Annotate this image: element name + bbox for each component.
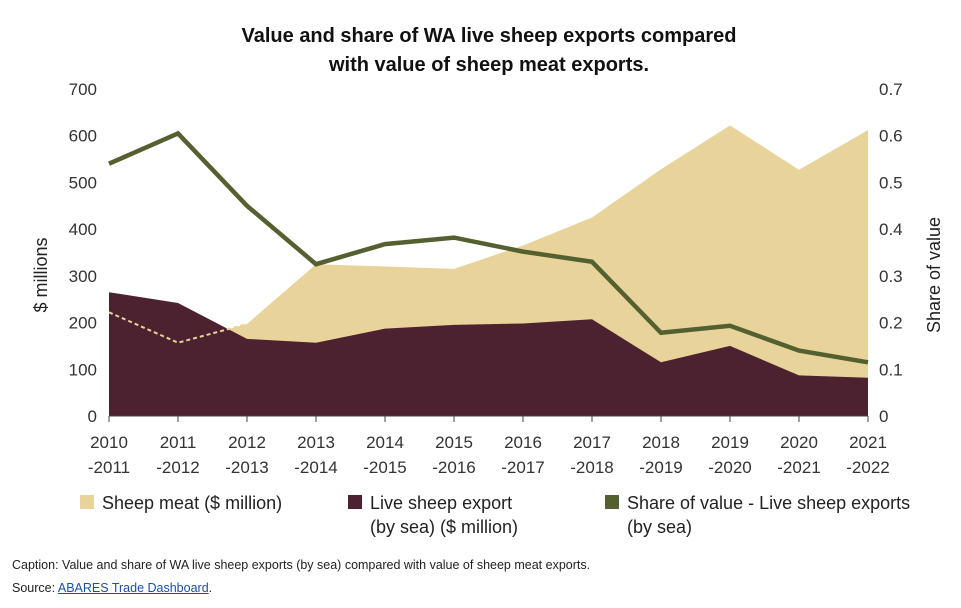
y2-tick-label: 0.3 xyxy=(879,267,903,286)
x-tick-label-sub: -2017 xyxy=(501,458,544,477)
x-tick-label: 2012 xyxy=(228,433,266,452)
legend-live-sheep-export-label: (by sea) ($ million) xyxy=(370,517,518,537)
chart: Value and share of WA live sheep exports… xyxy=(31,25,944,537)
y-axis-title: $ millions xyxy=(31,237,51,312)
x-tick-label-sub: -2015 xyxy=(363,458,406,477)
chart-title-line-1: Value and share of WA live sheep exports… xyxy=(242,25,737,47)
y2-tick-label: 0.7 xyxy=(879,80,903,99)
x-tick-label: 2010 xyxy=(90,433,128,452)
x-tick-label-sub: -2018 xyxy=(570,458,613,477)
y-tick-label: 400 xyxy=(69,220,97,239)
legend-sheep-meat-label: Sheep meat ($ million) xyxy=(102,493,282,513)
legend-sheep-meat-swatch xyxy=(80,495,94,509)
y2-tick-label: 0.1 xyxy=(879,360,903,379)
source-prefix: Source: xyxy=(12,581,58,595)
y-tick-label: 0 xyxy=(88,407,97,426)
legend-share-of-value-label: Share of value - Live sheep exports xyxy=(627,493,910,513)
y2-tick-label: 0.5 xyxy=(879,173,903,192)
x-tick-label: 2014 xyxy=(366,433,404,452)
y2-tick-label: 0 xyxy=(879,407,888,426)
live-sheep-export-area xyxy=(109,292,868,416)
y2-tick-label: 0.4 xyxy=(879,220,903,239)
y-tick-label: 300 xyxy=(69,267,97,286)
x-tick-label: 2017 xyxy=(573,433,611,452)
x-tick-label-sub: -2021 xyxy=(777,458,820,477)
legend-share-of-value-swatch xyxy=(605,495,619,509)
x-tick-label-sub: -2012 xyxy=(156,458,199,477)
x-tick-label: 2020 xyxy=(780,433,818,452)
x-tick-label-sub: -2014 xyxy=(294,458,337,477)
source-link[interactable]: ABARES Trade Dashboard xyxy=(57,581,209,595)
y-tick-label: 100 xyxy=(69,360,97,379)
caption-text: Caption: Value and share of WA live shee… xyxy=(12,558,591,572)
x-tick-label: 2015 xyxy=(435,433,473,452)
y-tick-label: 700 xyxy=(69,80,97,99)
source-suffix: . xyxy=(208,581,213,595)
x-tick-label-sub: -2013 xyxy=(225,458,268,477)
legend-live-sheep-export-label: Live sheep export xyxy=(370,493,512,513)
x-tick-label-sub: -2020 xyxy=(708,458,751,477)
y-tick-label: 500 xyxy=(69,173,97,192)
legend-share-of-value-label: (by sea) xyxy=(627,517,692,537)
y2-tick-label: 0.6 xyxy=(879,127,903,146)
x-tick-label: 2013 xyxy=(297,433,335,452)
x-tick-label: 2019 xyxy=(711,433,749,452)
chart-title-line-2: with value of sheep meat exports. xyxy=(328,54,649,76)
x-tick-label-sub: -2011 xyxy=(88,458,130,477)
y2-tick-label: 0.2 xyxy=(879,314,903,333)
x-tick-label-sub: -2019 xyxy=(639,458,682,477)
y2-axis-title: Share of value xyxy=(924,217,944,333)
x-tick-label: 2021 xyxy=(849,433,887,452)
x-tick-label-sub: -2022 xyxy=(846,458,889,477)
y-tick-label: 600 xyxy=(69,127,97,146)
x-tick-label-sub: -2016 xyxy=(432,458,475,477)
y-tick-label: 200 xyxy=(69,314,97,333)
share-of-value-line xyxy=(108,130,869,365)
x-tick-label: 2018 xyxy=(642,433,680,452)
source-line: Source: ABARES Trade Dashboard. xyxy=(12,581,212,595)
x-tick-label: 2011 xyxy=(160,433,197,452)
legend-live-sheep-export-swatch xyxy=(348,495,362,509)
x-tick-label: 2016 xyxy=(504,433,542,452)
